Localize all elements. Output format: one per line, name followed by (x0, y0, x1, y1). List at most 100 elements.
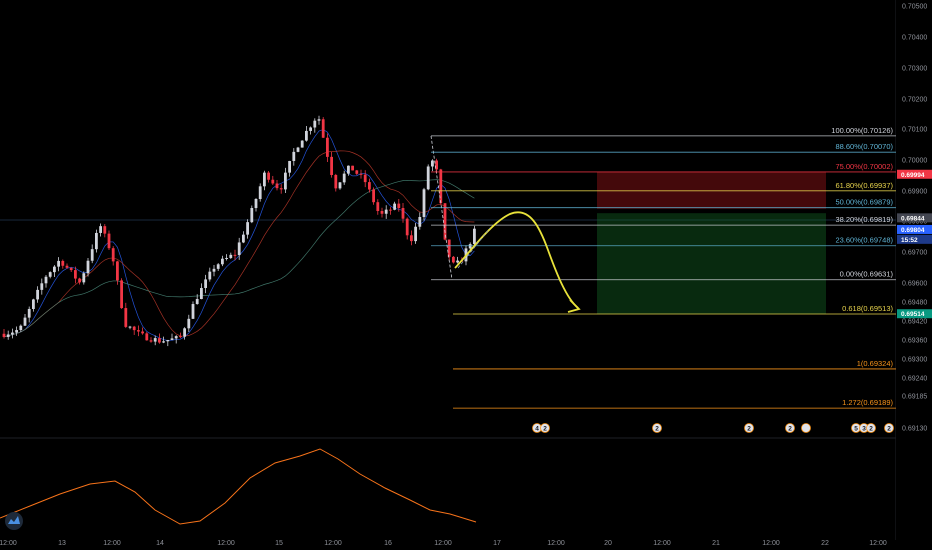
candle-body (359, 173, 363, 175)
candle-body (376, 202, 380, 212)
candle-body (162, 341, 165, 343)
projection-dashed-line (457, 227, 491, 269)
candle-body (397, 203, 401, 208)
time-tick-label: 16 (384, 540, 392, 547)
fib-level-label: 0.00%(0.69631) (840, 270, 894, 279)
candle-body (124, 308, 128, 327)
price-badge-text: 0.69804 (901, 227, 925, 234)
price-tick-label: 0.70200 (902, 97, 927, 104)
candle-body (229, 254, 233, 258)
fib-level-label: 100.00%(0.70126) (831, 126, 893, 135)
price-tick-label: 0.69240 (902, 376, 927, 383)
fib-level-label: 38.20%(0.69819) (835, 215, 893, 224)
time-tick-label: 20 (604, 540, 612, 547)
candle-body (107, 233, 111, 249)
candle-body (120, 280, 123, 309)
candle-body (48, 272, 52, 277)
candle-body (103, 226, 107, 234)
candle-body (212, 268, 216, 272)
candle-body (65, 265, 69, 268)
price-tick-label: 0.69360 (902, 338, 927, 345)
candle-body (137, 330, 140, 332)
price-tick-label: 0.69185 (902, 394, 927, 401)
price-tick-label: 0.69480 (902, 300, 927, 307)
candle-body (187, 318, 191, 329)
tradingview-logo[interactable] (5, 512, 23, 530)
fib-level-label: 23.60%(0.69748) (835, 236, 893, 245)
fib-level-label: 61.80%(0.69937) (835, 181, 893, 190)
time-tick-label: 13 (58, 540, 66, 547)
candle-body (191, 304, 195, 319)
price-badge (897, 213, 932, 223)
candle-body (166, 339, 170, 342)
candle-body (296, 147, 300, 152)
projection-arrow-head (567, 299, 581, 313)
candle-body (271, 179, 275, 184)
candle-body (246, 222, 249, 235)
projection-drawing[interactable] (454, 211, 581, 313)
candle-body (267, 172, 270, 180)
take-profit-zone (597, 213, 826, 315)
risk-reward-zones[interactable] (597, 171, 826, 315)
moving-average-line (3, 179, 475, 338)
candle-body (40, 283, 44, 290)
candle-body (355, 170, 359, 174)
candle-body (435, 160, 438, 170)
time-tick-label: 12:00 (762, 540, 780, 547)
candle-body (179, 336, 182, 338)
event-marker (866, 423, 876, 433)
candle-body (6, 334, 10, 337)
price-badge-text: 0.69994 (901, 172, 925, 179)
time-axis[interactable]: 12:00 13 12:00 14 12:00 15 12:00 16 12:00 17 12:00… (0, 540, 887, 547)
candle-body (473, 228, 476, 245)
candle-body (111, 248, 115, 262)
candle-body (443, 203, 447, 240)
price-badge-text: 15:52 (901, 237, 918, 244)
time-tick-label: 12:00 (547, 540, 565, 547)
candle-body (338, 182, 342, 189)
time-tick-label: 12:00 (103, 540, 121, 547)
candle-body (225, 257, 228, 259)
price-tick-label: 0.69600 (902, 281, 927, 288)
candle-body (410, 235, 413, 242)
price-tick-label: 0.69420 (902, 319, 927, 326)
moving-average-line (3, 129, 475, 341)
fibonacci-extension[interactable]: 0.618(0.69513) 1(0.69324) 1.272(0.69189) (453, 304, 896, 409)
candle-body (279, 188, 283, 190)
candle-body (342, 173, 346, 183)
time-tick-label: 12:00 (434, 540, 452, 547)
candle-body (321, 119, 325, 138)
candle-body (414, 226, 417, 242)
fibonacci-retracement[interactable]: 100.00%(0.70126) 88.60%(0.70070) 75.00%(0.… (430, 126, 896, 281)
candle-body (288, 160, 291, 173)
price-tick-label: 0.69900 (902, 189, 927, 196)
time-tick-label: 15 (275, 540, 283, 547)
candle-body (284, 172, 287, 190)
candle-body (44, 276, 48, 284)
candle-body (275, 183, 279, 189)
ext-level-label: 0.618(0.69513) (842, 304, 893, 313)
candle-body (468, 244, 472, 249)
time-tick-label: 12:00 (0, 540, 17, 547)
price-axis[interactable]: 0.70500 0.70400 0.70300 0.70200 0.70100 0.700… (896, 0, 932, 550)
candle-body (317, 119, 321, 121)
price-badge (897, 224, 932, 234)
price-badge-text: 0.69844 (901, 215, 925, 222)
event-marker-count: 2 (543, 426, 547, 433)
candle-body (195, 299, 199, 305)
candle-body (426, 166, 430, 190)
candle-body (23, 317, 27, 326)
candle-body (237, 242, 241, 256)
event-marker-count: 2 (869, 426, 873, 433)
price-tick-label: 0.69300 (902, 357, 927, 364)
candle-body (86, 260, 90, 274)
candle-body (170, 338, 174, 340)
price-tick-label: 0.70500 (902, 4, 927, 11)
candle-body (334, 174, 338, 189)
price-tick-label: 0.69130 (902, 426, 927, 433)
candle-body (61, 260, 65, 266)
time-tick-label: 21 (712, 540, 720, 547)
candlesticks (2, 115, 476, 347)
